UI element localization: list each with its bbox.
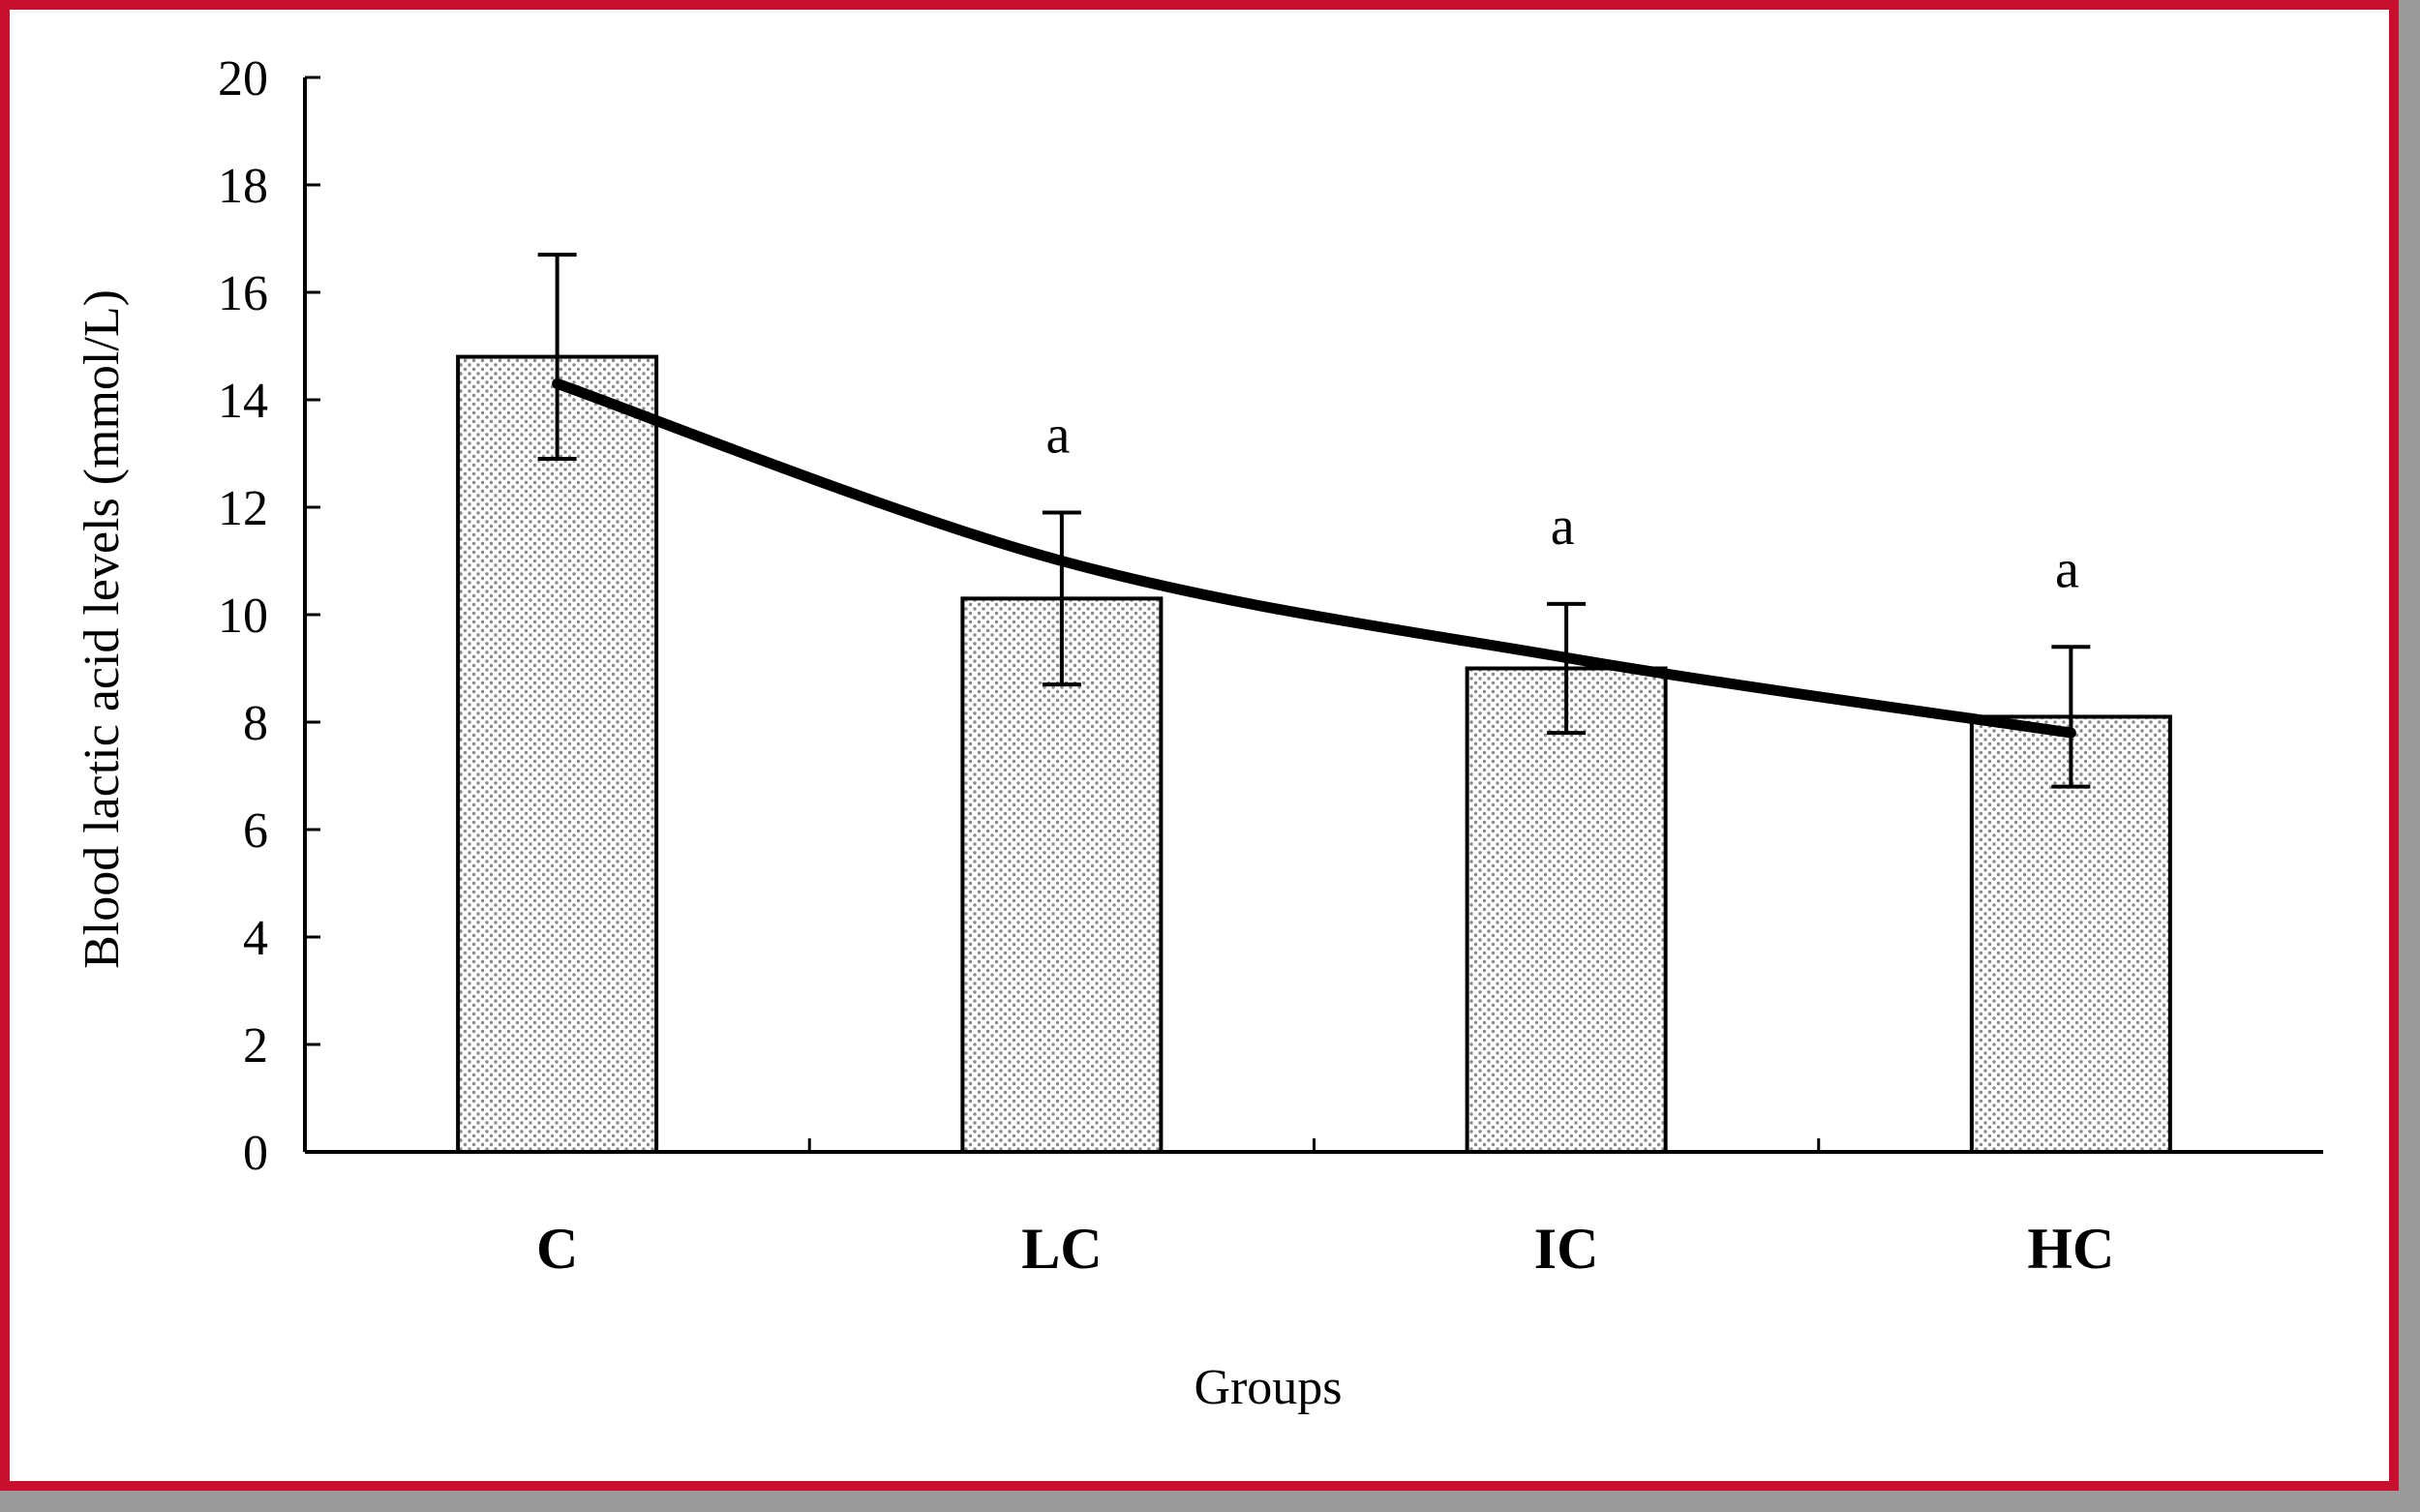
error-bar-lc (1042, 510, 1081, 687)
y-tick-label-4: 4 (243, 911, 268, 966)
y-tick-label-16: 16 (218, 266, 268, 321)
bar-chart: a a a 0 2 4 6 8 10 12 14 16 18 20 C LC IC HC Blood lactic… (75, 51, 2323, 1415)
y-tick-label-14: 14 (218, 374, 268, 429)
bar-ic (1465, 666, 1668, 1154)
y-tick-label-2: 2 (243, 1018, 268, 1074)
error-bar-c (537, 253, 577, 462)
significance-label-ic: a (1551, 497, 1575, 557)
error-bar-ic (1547, 601, 1587, 736)
trend-line (552, 378, 2076, 739)
significance-label-hc: a (2055, 539, 2079, 599)
bar-lc (960, 596, 1164, 1154)
y-tick-label-18: 18 (218, 159, 268, 214)
y-axis-title: Blood lactic acid levels (mmol/L) (75, 289, 130, 969)
y-tick-label-20: 20 (218, 51, 268, 106)
y-tick-label-6: 6 (243, 803, 268, 859)
x-tick-label-lc: LC (1021, 1217, 1102, 1281)
y-tick-label-0: 0 (243, 1126, 268, 1181)
y-tick-label-12: 12 (218, 481, 268, 536)
error-bar-hc (2051, 645, 2091, 789)
y-tick-label-10: 10 (218, 589, 268, 644)
y-tick-label-8: 8 (243, 696, 268, 751)
bar-hc (1969, 714, 2172, 1154)
bar-c (456, 354, 659, 1155)
significance-label-lc: a (1045, 406, 1070, 466)
x-axis-title: Groups (1194, 1360, 1342, 1415)
x-tick-label-c: C (536, 1217, 578, 1281)
figure-frame: a a a 0 2 4 6 8 10 12 14 16 18 20 C LC IC HC Blood lactic… (0, 0, 2399, 1491)
x-tick-label-ic: IC (1534, 1217, 1599, 1281)
x-tick-label-hc: HC (2027, 1217, 2114, 1281)
